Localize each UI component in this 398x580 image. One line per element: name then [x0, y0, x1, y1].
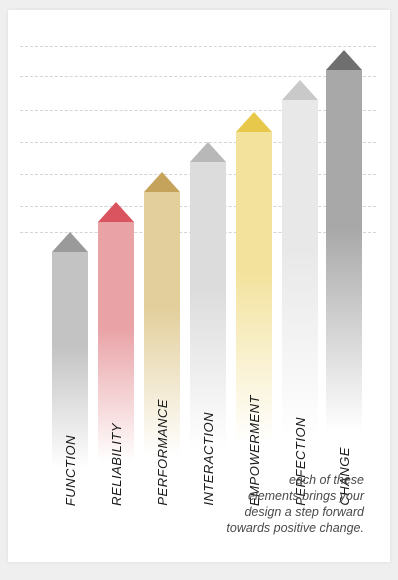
arrow-head [52, 232, 88, 252]
grid-line [20, 110, 376, 111]
arrow-head [190, 142, 226, 162]
arrow-label-box: INTERACTION [190, 162, 226, 514]
arrow-head [236, 112, 272, 132]
arrow-shaft [282, 100, 318, 522]
caption-line: elements brings your [247, 489, 364, 503]
step-label: FUNCTION [62, 434, 78, 506]
arrow-label-box: PERFORMANCE [144, 192, 180, 514]
caption-line: towards positive change. [226, 521, 364, 535]
arrow-shaft [98, 222, 134, 522]
diagram-card: FUNCTION RELIABILITY PERFORMANCE INTERACTIO… [8, 10, 390, 562]
arrow-head [282, 80, 318, 100]
arrow-label-box: RELIABILITY [98, 222, 134, 514]
arrow-shaft [326, 70, 362, 522]
arrow-label-box: CHANGE [326, 70, 362, 514]
arrow-head [98, 202, 134, 222]
arrow-label-box: FUNCTION [52, 252, 88, 514]
arrow-shaft [236, 132, 272, 522]
arrow-shaft [144, 192, 180, 522]
caption-line: each of these [288, 473, 364, 487]
arrow-label-box: EMPOWERMENT [236, 132, 272, 514]
grid-line [20, 46, 376, 47]
arrow-head [326, 50, 362, 70]
caption-line: design a step forward [244, 505, 364, 519]
arrow-label-box: PERFECTION [282, 100, 318, 514]
grid-line [20, 76, 376, 77]
arrow-shaft [52, 252, 88, 522]
arrow-shaft [190, 162, 226, 522]
arrow-head [144, 172, 180, 192]
caption: each of these elements brings your desig… [104, 472, 364, 536]
